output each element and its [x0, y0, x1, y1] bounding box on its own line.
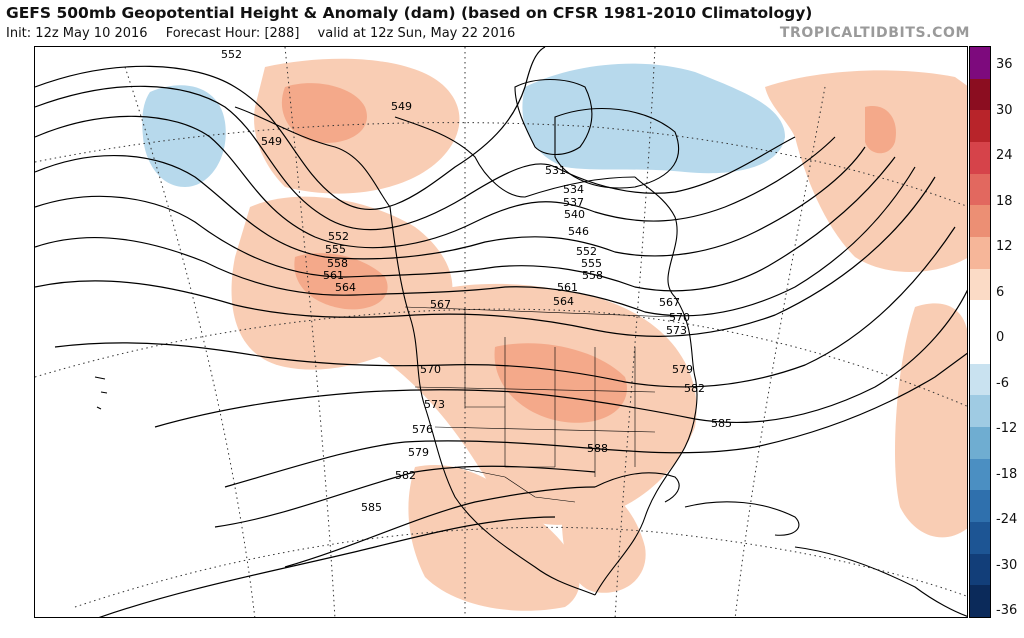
colorbar-cell [970, 237, 990, 270]
contour-label: 549 [261, 135, 282, 148]
colorbar-label: -18 [996, 466, 1018, 482]
map-svg: 552 549 549 552 555 558 561 564 567 570 … [35, 47, 967, 617]
contour-label: 573 [424, 398, 445, 411]
init-time: Init: 12z May 10 2016 [6, 26, 148, 41]
contour-label: 567 [430, 298, 451, 311]
contour-label: 561 [323, 269, 344, 282]
coastlines [94, 79, 967, 617]
contour-label: 585 [361, 501, 382, 514]
colorbar-cell [970, 522, 990, 555]
colorbar-label: 6 [996, 284, 1005, 300]
colorbar-cell [970, 585, 990, 618]
colorbar-cell [970, 490, 990, 523]
contour-label: 570 [669, 311, 690, 324]
colorbar-label: 12 [996, 239, 1013, 254]
contour-label: 546 [568, 225, 589, 238]
colorbar-cell [970, 205, 990, 238]
contour-label: 582 [395, 469, 416, 482]
colorbar-cell [970, 142, 990, 175]
contour-label: 531 [545, 164, 566, 177]
contour-labels: 552 549 549 552 555 558 561 564 567 570 … [221, 48, 732, 514]
contour-label: 588 [587, 442, 608, 455]
map-panel: 552 549 549 552 555 558 561 564 567 570 … [34, 46, 968, 618]
height-contours [35, 47, 967, 617]
forecast-hour: Forecast Hour: [288] [165, 26, 300, 41]
colorbar-cell [970, 363, 990, 396]
colorbar-label: 24 [996, 148, 1013, 163]
valid-time: valid at 12z Sun, May 22 2016 [317, 26, 516, 41]
colorbar-cell [970, 458, 990, 491]
contour-label: 564 [553, 295, 574, 308]
subtitle: Init: 12z May 10 2016 Forecast Hour: [28… [6, 26, 529, 41]
contour-label: 540 [564, 208, 585, 221]
contour-label: 552 [221, 48, 242, 61]
contour-label: 579 [408, 446, 429, 459]
contour-label: 561 [557, 281, 578, 294]
colorbar-label: 18 [996, 193, 1013, 209]
site-credit: TROPICALTIDBITS.COM [779, 25, 970, 41]
colorbar-label: -36 [996, 603, 1018, 618]
contour-label: 558 [582, 269, 603, 282]
colorbar-cell [970, 268, 990, 301]
strong-positive-anomaly [281, 83, 896, 423]
contour-label: 555 [325, 243, 346, 256]
contour-label: 570 [420, 363, 441, 376]
contour-label: 555 [581, 257, 602, 270]
contour-label: 576 [412, 423, 433, 436]
contour-label: 582 [684, 382, 705, 395]
contour-label: 537 [563, 196, 584, 209]
colorbar-cell [970, 300, 990, 333]
contour-label: 573 [666, 324, 687, 337]
contour-label: 558 [327, 257, 348, 270]
colorbar-label: 36 [996, 57, 1013, 72]
colorbar-label: 0 [996, 330, 1005, 345]
colorbar-cell [970, 78, 990, 111]
colorbar-label: -12 [996, 421, 1018, 436]
chart-title: GEFS 500mb Geopotential Height & Anomaly… [6, 4, 813, 22]
colorbar-label: 30 [996, 102, 1013, 118]
colorbar-label: -6 [996, 375, 1009, 391]
colorbar-label: -30 [996, 557, 1018, 573]
contour-label: 552 [576, 245, 597, 258]
colorbar-cell [970, 110, 990, 143]
contour-label: 585 [711, 417, 732, 430]
colorbar [969, 46, 991, 618]
colorbar-cell [970, 332, 990, 365]
graticule [35, 47, 967, 617]
colorbar-cell [970, 47, 990, 80]
colorbar-cell [970, 553, 990, 586]
contour-label: 549 [391, 100, 412, 113]
contour-label: 552 [328, 230, 349, 243]
contour-label: 534 [563, 183, 584, 196]
colorbar-label: -24 [996, 512, 1018, 527]
contour-label: 564 [335, 281, 356, 294]
contour-label: 567 [659, 296, 680, 309]
colorbar-cell [970, 173, 990, 206]
colorbar-cell [970, 427, 990, 460]
colorbar-cell [970, 395, 990, 428]
contour-label: 579 [672, 363, 693, 376]
positive-anomaly-shading [231, 58, 967, 611]
